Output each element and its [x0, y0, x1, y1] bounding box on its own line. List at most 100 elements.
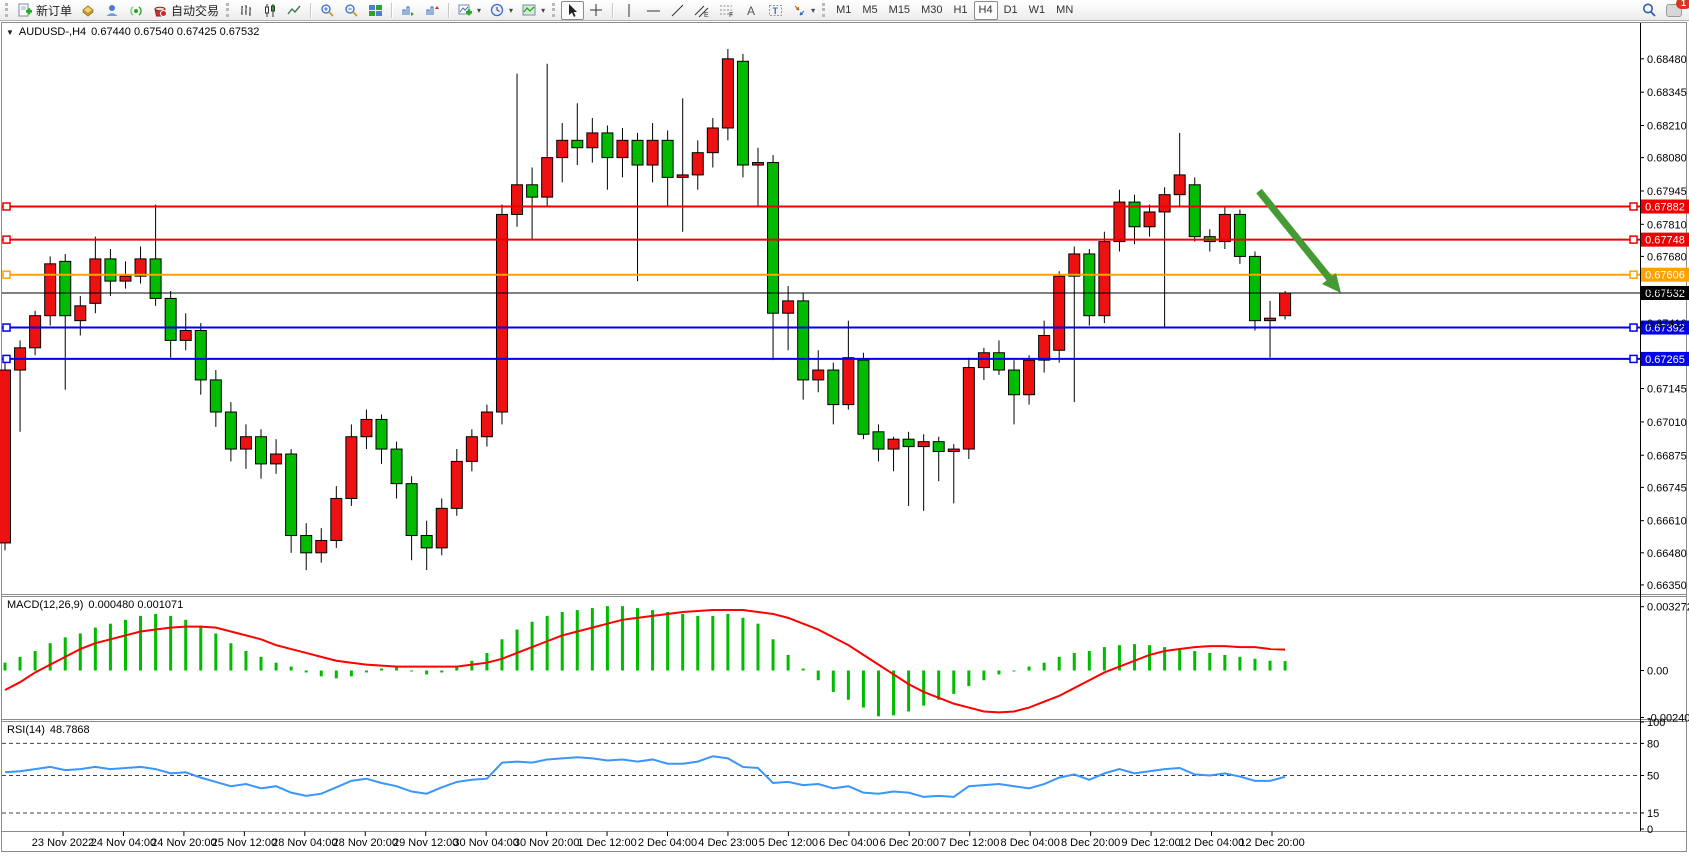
candles[interactable] [0, 48, 1292, 571]
macd-name: MACD(12,26,9) [7, 599, 84, 611]
toolbar-separator [448, 2, 451, 18]
notification-button[interactable]: 1 [1662, 0, 1689, 20]
profile-button[interactable] [101, 1, 124, 20]
period-clock-button[interactable]: ▾ [486, 1, 517, 20]
zoom-in-icon [320, 3, 335, 18]
svg-text:0.67410: 0.67410 [1647, 318, 1687, 330]
signals-button[interactable] [125, 1, 148, 20]
tf-m30-button[interactable]: M30 [921, 4, 943, 16]
bar-chart-button[interactable] [235, 1, 258, 20]
profiles-button[interactable] [397, 1, 420, 20]
cursor-button[interactable] [561, 0, 585, 20]
price-axis[interactable]: 0.68480 0.68345 0.68210 0.68080 0.67945 0.678… [1640, 54, 1687, 592]
svg-text:100: 100 [1647, 717, 1665, 729]
svg-text:1 Dec 12:00: 1 Dec 12:00 [577, 837, 636, 849]
tf-w1-button[interactable]: W1 [1028, 4, 1046, 16]
horizontal-line-button[interactable] [642, 1, 665, 20]
svg-text:80: 80 [1647, 738, 1659, 750]
horizontal-line-icon [646, 3, 661, 18]
new-chart-button[interactable]: ▾ [454, 1, 485, 20]
new-order-label: 新订单 [36, 3, 73, 18]
price-levels[interactable]: 0.67882 0.67748 0.67606 0.67532 0.67392 0.672… [2, 199, 1689, 366]
crosshair-button[interactable] [585, 1, 608, 20]
svg-text:0.003272: 0.003272 [1647, 602, 1689, 614]
chevron-down-icon[interactable]: ▼ [6, 27, 14, 37]
tile-windows-button[interactable] [364, 1, 387, 20]
templates-button[interactable]: ▾ [518, 1, 549, 20]
text-label-icon: T [768, 3, 783, 18]
history-button[interactable] [77, 1, 100, 20]
svg-text:2 Dec 04:00: 2 Dec 04:00 [638, 837, 697, 849]
text-button[interactable]: A [740, 1, 763, 20]
autotrade-icon [153, 3, 168, 18]
candlestick-chart-button[interactable] [259, 1, 282, 20]
chart-ohlc-values: 0.67440 0.67540 0.67425 0.67532 [91, 26, 260, 38]
chart-symbol-title: AUDUSD-,H4 [18, 26, 87, 38]
notification-count-badge: 1 [1676, 0, 1689, 9]
svg-text:8 Dec 04:00: 8 Dec 04:00 [1001, 837, 1060, 849]
svg-text:4 Dec 23:00: 4 Dec 23:00 [698, 837, 757, 849]
svg-text:0.67945: 0.67945 [1647, 186, 1687, 198]
svg-text:0.66610: 0.66610 [1647, 516, 1687, 528]
equidistant-channel-icon: E [694, 3, 710, 18]
text-label-button[interactable]: T [764, 1, 787, 20]
trendline-button[interactable] [666, 1, 689, 20]
tf-m5-button[interactable]: M5 [862, 4, 878, 16]
tf-h1-button[interactable]: H1 [953, 4, 968, 16]
tf-m15-button[interactable]: M15 [888, 4, 911, 16]
zoom-in-button[interactable] [316, 1, 339, 20]
svg-text:28 Nov 20:00: 28 Nov 20:00 [333, 837, 398, 849]
svg-text:0.66875: 0.66875 [1647, 450, 1687, 462]
svg-text:A: A [747, 4, 755, 18]
tf-h4-button[interactable]: H4 [973, 0, 998, 20]
text-icon: A [744, 3, 759, 18]
tf-mn-button[interactable]: MN [1056, 4, 1074, 16]
svg-text:0.66350: 0.66350 [1647, 580, 1687, 592]
toolbar-grip [226, 3, 232, 17]
svg-text:0: 0 [1647, 824, 1653, 836]
new-order-button[interactable]: 新订单 [14, 1, 76, 20]
vertical-line-icon [622, 3, 637, 18]
svg-text:23 Nov 2022: 23 Nov 2022 [32, 837, 94, 849]
macd-signal-line [4, 609, 1286, 714]
rsi-indicator-label: RSI(14) 48.7868 [7, 724, 90, 736]
svg-text:0.67810: 0.67810 [1647, 219, 1687, 231]
svg-text:5 Dec 12:00: 5 Dec 12:00 [759, 837, 818, 849]
svg-text:0.68480: 0.68480 [1647, 54, 1687, 66]
arrows-button[interactable]: ▾ [788, 1, 819, 20]
search-icon [1641, 2, 1657, 18]
history-icon [81, 3, 96, 18]
vertical-line-button[interactable] [618, 1, 641, 20]
svg-text:12 Dec 20:00: 12 Dec 20:00 [1239, 837, 1304, 849]
svg-text:25 Nov 12:00: 25 Nov 12:00 [212, 837, 277, 849]
macd-indicator-label: MACD(12,26,9) 0.000480 0.001071 [7, 599, 183, 611]
zoom-out-icon [344, 3, 359, 18]
svg-text:12 Dec 04:00: 12 Dec 04:00 [1179, 837, 1244, 849]
period-up-button[interactable] [421, 1, 444, 20]
trend-arrow-annotation[interactable] [1256, 188, 1341, 293]
fibonacci-button[interactable]: F [715, 1, 739, 20]
macd-pane[interactable] [3, 606, 1287, 717]
dropdown-caret: ▾ [811, 5, 816, 15]
zoom-out-button[interactable] [340, 1, 363, 20]
trendline-icon [670, 3, 685, 18]
new-chart-icon [458, 3, 473, 18]
equidistant-channel-button[interactable]: E [690, 1, 714, 20]
autotrade-button[interactable]: 自动交易 [149, 1, 223, 20]
top-toolbar: 新订单 自动交易 [0, 0, 1689, 21]
svg-text:6 Dec 20:00: 6 Dec 20:00 [880, 837, 939, 849]
svg-text:8 Dec 20:00: 8 Dec 20:00 [1061, 837, 1120, 849]
tf-d1-button[interactable]: D1 [1003, 4, 1018, 16]
toolbar-grip [822, 3, 828, 17]
line-chart-button[interactable] [283, 1, 306, 20]
tf-m1-button[interactable]: M1 [836, 4, 852, 16]
svg-text:0.67532: 0.67532 [1645, 288, 1685, 300]
svg-text:0.67392: 0.67392 [1645, 323, 1685, 335]
search-button[interactable] [1637, 1, 1661, 20]
dropdown-caret: ▾ [509, 5, 514, 15]
dropdown-caret: ▾ [477, 5, 482, 15]
svg-text:0.67748: 0.67748 [1645, 235, 1685, 247]
